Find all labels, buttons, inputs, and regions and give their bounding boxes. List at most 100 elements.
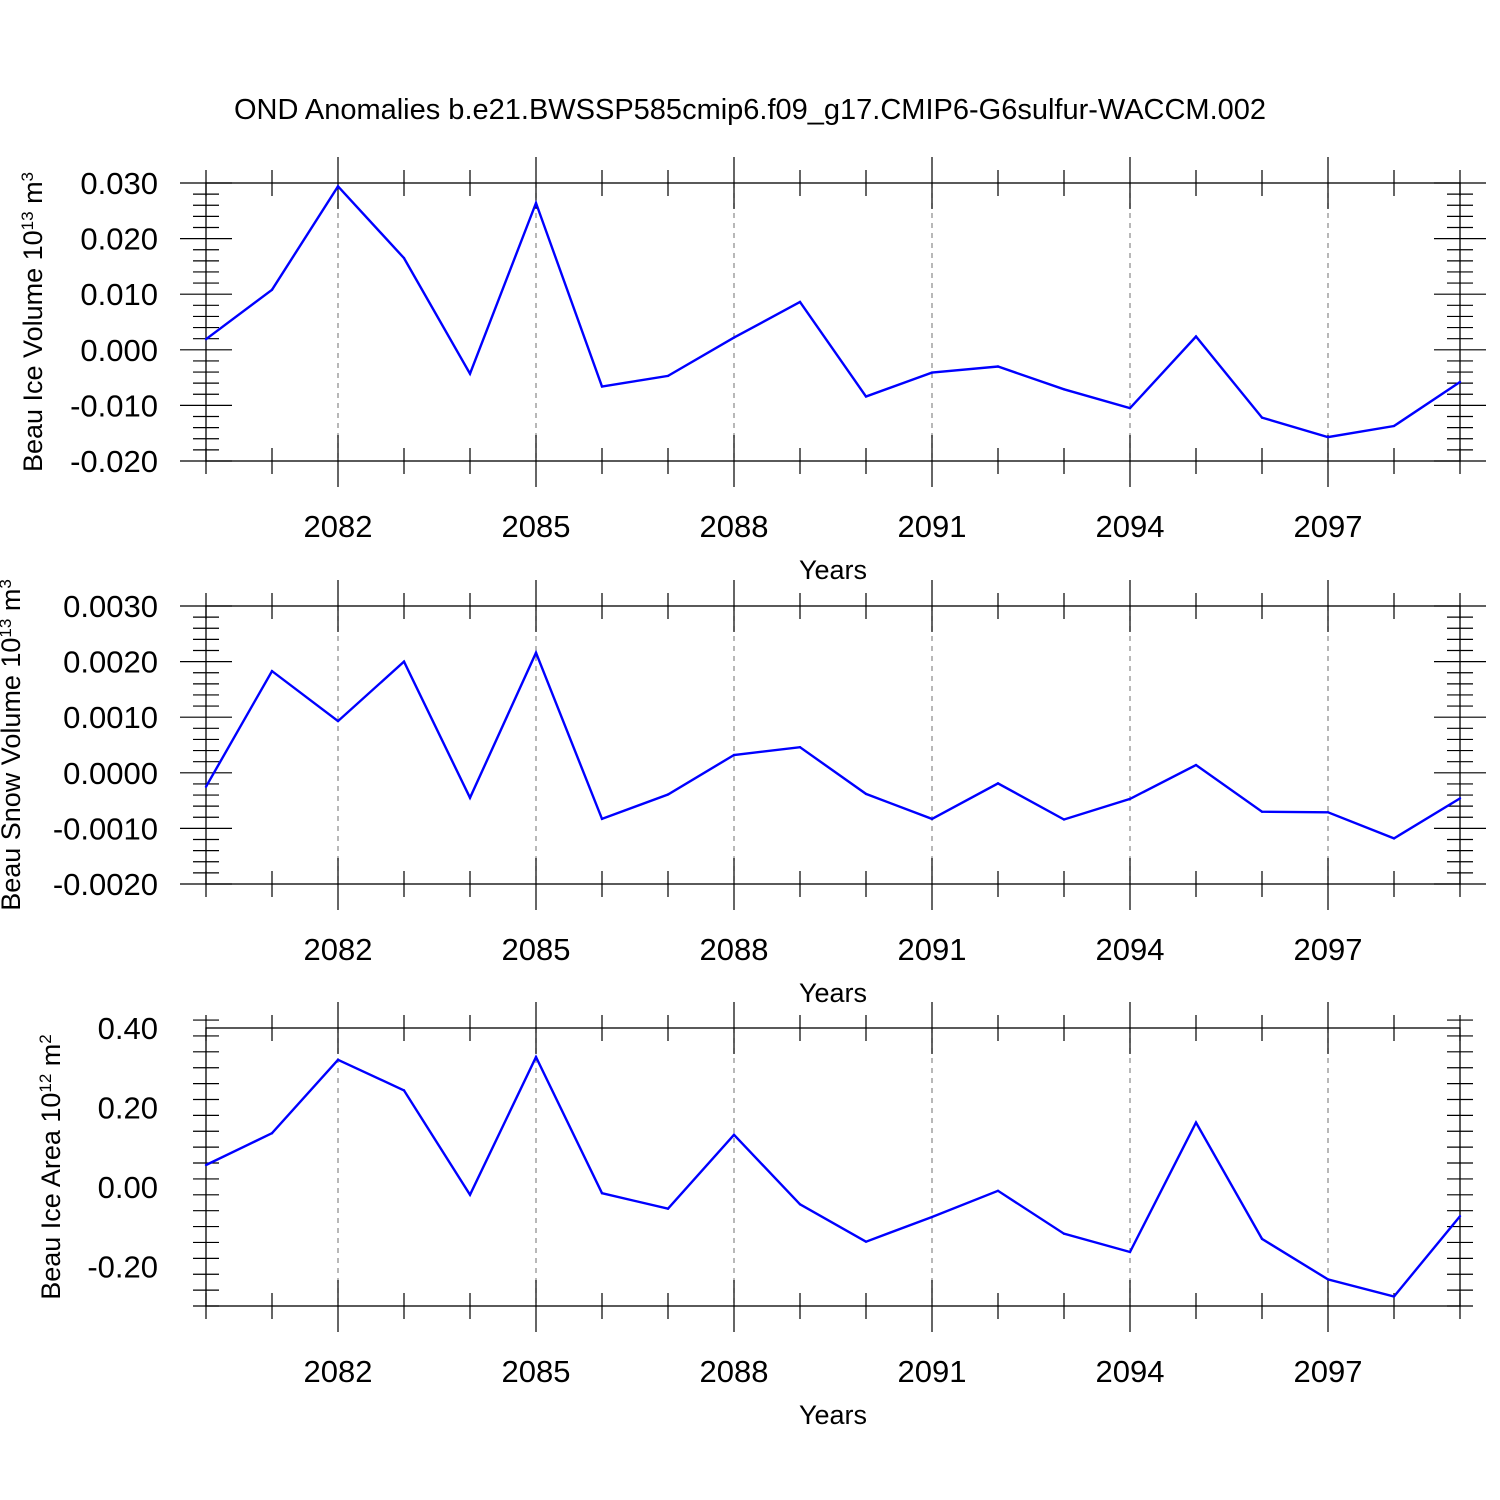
data-point [1062,1232,1066,1235]
y-tick-label: 0.40 [98,1011,158,1046]
y-tick-label: 0.00 [98,1170,158,1205]
x-tick-label: 2091 [898,509,967,544]
x-tick-label: 2097 [1294,509,1363,544]
x-axis-title: Years [799,1400,867,1430]
data-point [1128,1250,1132,1254]
data-point [798,746,802,749]
y-tick-label: 0.0010 [63,700,158,735]
data-point [732,753,736,757]
data-point [798,300,802,304]
series-line [205,184,1461,439]
y-axis-title-superscript: 13 [0,619,15,638]
data-point [534,1055,538,1059]
y-tick-label: 0.0020 [63,645,158,680]
x-tick-label: 2094 [1096,932,1165,967]
chart-panel-2: -0.0020 -0.0010 0.0000 0.0010 0.0020 0.0030 20… [0,579,1486,1008]
y-tick-label: 0.020 [80,222,158,257]
y-tick-label: -0.010 [70,388,158,423]
data-point [600,817,604,821]
y-axis-title-superscript: 3 [18,172,37,181]
data-point [204,785,208,788]
x-tick-label: 2088 [700,1354,769,1389]
data-point [864,1240,868,1243]
data-point [336,1058,340,1061]
x-tick-label: 2085 [502,509,571,544]
x-tick-label: 2085 [502,932,571,967]
y-tick-label: 0.20 [98,1090,158,1125]
y-axis-title-text: m [36,1044,66,1074]
data-point [1128,797,1132,801]
x-tick-label: 2082 [304,932,373,967]
data-point [204,1163,208,1167]
x-tick-label: 2085 [502,1354,571,1389]
data-point [204,338,208,341]
y-axis-title: Beau Ice Area 1012 m2 [36,1034,67,1300]
x-tick-label: 2091 [898,1354,967,1389]
y-axis-title: Beau Ice Volume 1013 m3 [18,172,49,472]
data-point [1260,416,1264,419]
data-point [666,374,670,378]
data-point [930,1215,934,1219]
x-tick-label: 2091 [898,932,967,967]
y-tick-label: -0.20 [87,1249,158,1284]
y-axis-title-text: Beau Snow Volume 10 [0,638,26,911]
data-point [864,792,868,796]
x-tick-label: 2088 [700,932,769,967]
y-tick-label: 0.0030 [63,589,158,624]
data-point [468,372,472,375]
data-point [468,1193,472,1197]
y-tick-label: 0.0000 [63,756,158,791]
data-point [270,669,274,673]
data-point [798,1203,802,1206]
data-point [600,1192,604,1195]
data-point [270,1132,274,1135]
data-point [402,256,406,260]
y-tick-label: 0.030 [80,166,158,201]
x-axis-title: Years [799,555,867,585]
data-point [1458,380,1462,384]
data-point [336,185,340,188]
data-point [1062,388,1066,391]
data-point [996,365,1000,368]
series-line [205,1054,1461,1298]
series-line [204,649,1461,840]
chart-title: OND Anomalies b.e21.BWSSP585cmip6.f09_g1… [234,94,1266,126]
data-point [1260,1237,1264,1241]
x-tick-label: 2082 [304,1354,373,1389]
y-tick-label: -0.0010 [53,811,158,846]
plot-frame [205,1027,1461,1307]
data-point [1194,1121,1198,1124]
x-tick-label: 2097 [1294,1354,1363,1389]
y-axis-title: Beau Snow Volume 1013 m3 [0,579,26,911]
y-axis-title-superscript: 13 [18,211,37,230]
x-tick-label: 2088 [700,509,769,544]
data-point [1458,797,1462,800]
y-axis-title-text: m [0,589,26,619]
data-point [1458,1215,1462,1218]
data-point [1260,810,1264,813]
x-tick-label: 2094 [1096,509,1165,544]
data-point [1392,1295,1396,1298]
data-point [930,371,934,374]
data-point [996,782,1000,785]
y-tick-label: 0.010 [80,277,158,312]
data-point [1326,1278,1330,1281]
data-point [666,793,670,796]
data-point [732,1133,736,1137]
data-point [402,1089,406,1092]
chart-panel-1: -0.020 -0.010 0.000 0.010 0.020 0.030 2082 2085… [18,157,1486,585]
y-axis-title-text: Beau Ice Volume 10 [18,230,48,472]
x-tick-label: 2094 [1096,1354,1165,1389]
data-point [666,1207,670,1210]
y-axis-title-superscript: 12 [36,1074,55,1093]
data-point [1128,406,1132,410]
data-point [732,336,736,339]
data-point [336,719,340,723]
data-point [1194,763,1198,767]
y-tick-label: 0.000 [80,333,158,368]
x-axis-title: Years [799,978,867,1008]
data-point [534,651,538,654]
plot-frame [205,605,1461,885]
y-axis-title-text: m [18,181,48,211]
